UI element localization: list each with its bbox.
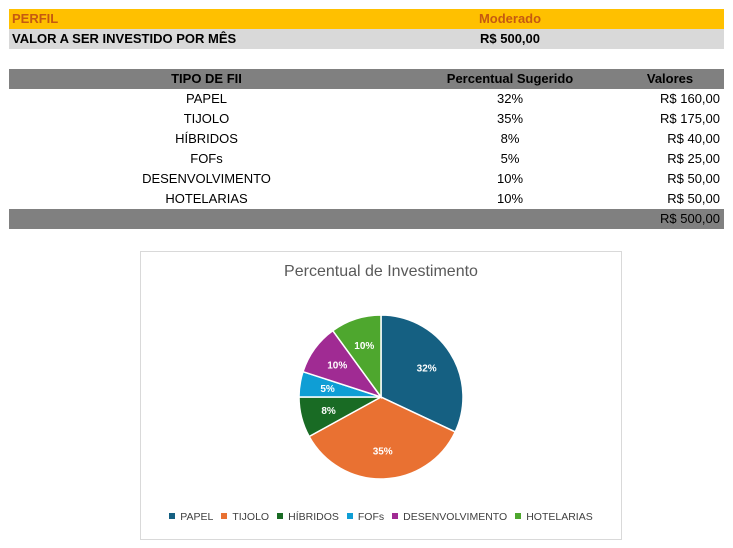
- legend-label: DESENVOLVIMENTO: [403, 511, 508, 523]
- legend-label: PAPEL: [180, 511, 214, 523]
- header-type: TIPO DE FII: [171, 71, 242, 86]
- pie-slice-papel: [380, 314, 464, 433]
- data-label: 35%: [373, 447, 393, 458]
- table-row: TIJOLO 35% R$ 175,00: [9, 109, 724, 129]
- legend-swatch: [515, 513, 522, 520]
- legend-swatch: [221, 513, 228, 520]
- fii-type-cell: TIJOLO: [183, 111, 230, 126]
- table-header-row: TIPO DE FII Percentual Sugerido Valores: [9, 69, 724, 89]
- data-label: 8%: [321, 406, 336, 417]
- profile-label: PERFIL: [12, 11, 59, 26]
- legend-label: FOFs: [357, 511, 385, 523]
- profile-value: Moderado: [478, 11, 542, 26]
- percent-cell: 5%: [500, 151, 520, 166]
- legend-label: HÍBRIDOS: [288, 511, 339, 523]
- pie-slice-hotelarias: [331, 314, 382, 400]
- table-row: DESENVOLVIMENTO 10% R$ 50,00: [9, 169, 724, 189]
- total-value: R$ 500,00: [660, 211, 720, 226]
- fii-type-cell: FOFs: [190, 151, 223, 166]
- monthly-investment-row: VALOR A SER INVESTIDO POR MÊS R$ 500,00: [9, 29, 724, 49]
- legend-label: TIJOLO: [232, 511, 270, 523]
- legend-swatch: [346, 513, 353, 520]
- value-cell: R$ 160,00: [660, 91, 720, 106]
- fii-type-cell: HÍBRIDOS: [175, 131, 238, 146]
- legend-swatch: [277, 513, 284, 520]
- chart-legend: PAPEL TIJOLO HÍBRIDOS FOFs DESENVOLVIMENTO HO…: [141, 511, 621, 523]
- value-cell: R$ 175,00: [660, 111, 720, 126]
- value-cell: R$ 40,00: [667, 131, 720, 146]
- legend-item: TIJOLO: [221, 511, 269, 523]
- legend-swatch: [392, 513, 399, 520]
- table-total-row: R$ 500,00: [9, 209, 724, 229]
- value-cell: R$ 50,00: [667, 171, 720, 186]
- fii-type-cell: PAPEL: [186, 91, 227, 106]
- profile-row: PERFIL Moderado: [9, 9, 724, 29]
- data-label: 10%: [354, 341, 374, 352]
- percent-cell: 10%: [496, 191, 524, 206]
- pie-chart-svg: 32% 35% 8% 5% 10% 10%: [298, 314, 464, 480]
- value-cell: R$ 50,00: [667, 191, 720, 206]
- data-label: 5%: [320, 384, 335, 395]
- value-cell: R$ 25,00: [667, 151, 720, 166]
- legend-item: DESENVOLVIMENTO: [392, 511, 507, 523]
- legend-item: FOFs: [346, 511, 385, 523]
- data-label: 32%: [417, 364, 437, 375]
- table-row: HÍBRIDOS 8% R$ 40,00: [9, 129, 724, 149]
- legend-item: PAPEL: [169, 511, 213, 523]
- pie-slice-tijolo: [308, 396, 457, 480]
- table-row: FOFs 5% R$ 25,00: [9, 149, 724, 169]
- monthly-investment-label: VALOR A SER INVESTIDO POR MÊS: [12, 31, 237, 46]
- legend-swatch: [169, 513, 176, 520]
- legend-label: HOTELARIAS: [526, 511, 593, 523]
- table-row: HOTELARIAS 10% R$ 50,00: [9, 189, 724, 209]
- percent-cell: 32%: [496, 91, 524, 106]
- table-row: PAPEL 32% R$ 160,00: [9, 89, 724, 109]
- header-value: Valores: [646, 71, 694, 86]
- percent-cell: 8%: [500, 131, 520, 146]
- pie-chart: Percentual de Investimento 32% 35% 8% 5% 10%…: [140, 251, 622, 540]
- data-label: 10%: [327, 361, 347, 372]
- fii-type-cell: DESENVOLVIMENTO: [142, 171, 271, 186]
- legend-item: HÍBRIDOS: [277, 511, 339, 523]
- legend-item: HOTELARIAS: [515, 511, 593, 523]
- header-pct: Percentual Sugerido: [446, 71, 574, 86]
- chart-title: Percentual de Investimento: [284, 263, 478, 280]
- percent-cell: 35%: [496, 111, 524, 126]
- monthly-investment-value: R$ 500,00: [480, 31, 540, 46]
- fii-type-cell: HOTELARIAS: [165, 191, 248, 206]
- percent-cell: 10%: [496, 171, 524, 186]
